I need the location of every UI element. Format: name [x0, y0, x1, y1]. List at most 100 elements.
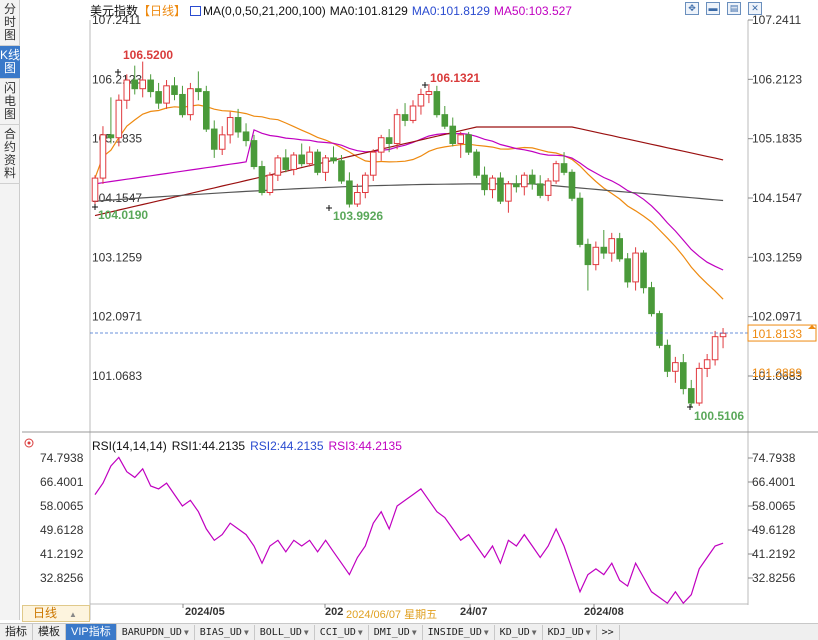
candle-body	[401, 114, 409, 121]
dropdown-caret-icon[interactable]: ▼	[183, 628, 189, 637]
period-label: 【日线】	[138, 4, 187, 18]
candle-body	[123, 79, 131, 101]
date-label-jul: 24/07	[460, 606, 488, 618]
indicator-tab-label: >>	[601, 627, 614, 638]
candle-body	[234, 117, 242, 133]
date-axis: 2024/05 202 2024/06/07 星期五 24/07 2024/08	[90, 605, 750, 622]
indicator-tab-label: BIAS_UD	[199, 627, 242, 638]
indicator-tab-8[interactable]: INSIDE_UD ▼	[423, 625, 495, 640]
price-tick-label: 105.1835	[752, 132, 802, 146]
left-tab-bar: 分时图 K线图 闪电图 合约资料	[0, 0, 20, 620]
rsi-tick-label: 32.8256	[752, 571, 796, 585]
ma-toggle-icon[interactable]	[190, 6, 202, 16]
indicator-tab-label: 指标	[5, 626, 27, 638]
date-label-may: 2024/05	[185, 606, 225, 618]
high-label-2: 106.1321	[430, 71, 480, 85]
candle-body	[568, 171, 576, 199]
candle-body	[719, 332, 727, 338]
price-tick-label-left: 107.2411	[92, 13, 141, 27]
indicator-tab-11[interactable]: >>	[597, 625, 620, 640]
ma200-line	[94, 183, 724, 202]
collapse-icon[interactable]: ▬	[706, 2, 720, 15]
candle-body	[632, 252, 639, 283]
indicator-tab-3[interactable]: BARUPDN_UD ▼	[117, 625, 195, 640]
move-icon[interactable]: ✥	[685, 2, 699, 15]
dropdown-caret-icon[interactable]: ▼	[243, 628, 249, 637]
left-tab-2[interactable]: 闪电图	[0, 79, 20, 125]
indicator-tab-0[interactable]: 指标	[0, 624, 33, 640]
dropdown-caret-icon[interactable]: ▼	[303, 628, 309, 637]
left-tab-3[interactable]: 合约资料	[0, 125, 20, 184]
candle-body	[131, 79, 139, 90]
restore-icon[interactable]: ▤	[727, 2, 741, 15]
candle-body	[552, 163, 560, 182]
price-tick-label: 107.2411	[752, 13, 801, 27]
indicator-tab-label: DMI_UD	[373, 627, 410, 638]
dropdown-caret-icon[interactable]: ▼	[531, 628, 537, 637]
candle-body	[139, 79, 146, 90]
candle-body	[481, 174, 488, 191]
rsi-tick-label: 74.7938	[752, 451, 796, 465]
indicator-tab-9[interactable]: KD_UD ▼	[495, 625, 543, 640]
rsi-tick-label-left: 41.2192	[40, 547, 84, 561]
rsi-tick-label: 66.4001	[752, 475, 796, 489]
rsi-tick-label-left: 74.7938	[40, 451, 84, 465]
last-price-label: 101.8133	[752, 327, 802, 341]
candle-body	[544, 180, 552, 196]
cursor-date-label: 2024/06/07 星期五	[346, 609, 438, 621]
close-icon[interactable]: ✕	[748, 2, 762, 15]
candle-body	[513, 183, 520, 188]
candle-body	[457, 134, 464, 144]
candle-body	[680, 362, 687, 390]
candle-body	[576, 197, 584, 245]
candle-body	[521, 174, 528, 188]
rsi-tick-label-left: 66.4001	[40, 475, 84, 489]
price-tick-label-left: 101.0683	[92, 369, 142, 383]
indicator-tab-4[interactable]: BIAS_UD ▼	[195, 625, 255, 640]
low-label-2: 103.9926	[333, 209, 383, 223]
candle-body	[449, 125, 457, 144]
ma-value-label: 101.2889	[752, 366, 802, 380]
candle-body	[362, 174, 369, 194]
candle-body	[314, 151, 321, 173]
rsi-tick-label: 41.2192	[752, 547, 796, 561]
ma-params: MA(0,0,50,21,200,100)	[203, 4, 326, 18]
dropdown-caret-icon[interactable]: ▼	[483, 628, 489, 637]
indicator-tab-1[interactable]: 模板	[33, 624, 66, 640]
low-label-3: 100.5106	[694, 409, 744, 423]
candle-body	[218, 134, 226, 150]
dropdown-caret-icon[interactable]: ▼	[357, 628, 363, 637]
dropdown-caret-icon[interactable]: ▼	[585, 628, 591, 637]
candle-body	[306, 151, 313, 165]
price-tick-label-left: 103.1259	[92, 250, 142, 264]
rsi1-value: RSI1:44.2135	[171, 439, 246, 453]
date-label-aug: 2024/08	[584, 606, 624, 618]
instrument-name: 美元指数	[90, 4, 139, 18]
indicator-tab-10[interactable]: KDJ_UD ▼	[543, 625, 597, 640]
period-selector[interactable]: 日线 ▲	[22, 605, 90, 622]
price-tick-label: 101.0683	[752, 369, 802, 383]
indicator-tab-label: KDJ_UD	[547, 627, 584, 638]
candle-body	[560, 163, 568, 173]
price-tick-label-left: 102.0971	[92, 310, 142, 324]
candle-body	[282, 157, 290, 170]
price-tick-label: 103.1259	[752, 250, 802, 264]
indicator-tab-6[interactable]: CCI_UD ▼	[315, 625, 369, 640]
left-tab-0[interactable]: 分时图	[0, 0, 20, 46]
rsi-header: RSI(14,14,14) RSI1:44.2135 RSI2:44.2135 RSI…	[92, 439, 407, 453]
candle-body	[171, 85, 178, 95]
indicator-tab-2[interactable]: VIP指标	[66, 624, 117, 640]
candle-body	[489, 177, 496, 191]
left-tab-1[interactable]: K线图	[0, 46, 20, 79]
candle-body	[417, 93, 425, 107]
indicator-tab-5[interactable]: BOLL_UD ▼	[255, 625, 315, 640]
candle-body	[322, 157, 329, 173]
candle-body	[187, 88, 194, 116]
dropdown-caret-icon[interactable]: ▼	[411, 628, 417, 637]
indicator-tab-7[interactable]: DMI_UD ▼	[369, 625, 423, 640]
candle-body	[377, 137, 385, 153]
candle-body	[242, 131, 250, 142]
candle-body	[584, 243, 592, 266]
rsi-tick-label: 49.6128	[752, 523, 796, 537]
